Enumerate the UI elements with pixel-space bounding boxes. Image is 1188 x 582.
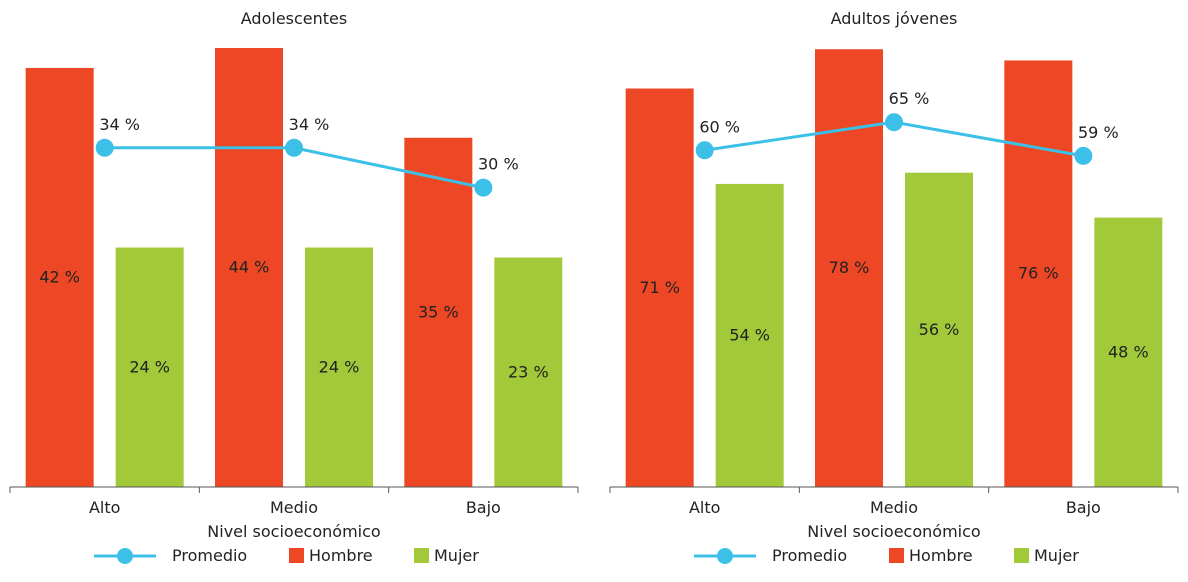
chart-title: Adolescentes <box>241 9 347 28</box>
legend-label-promedio: Promedio <box>772 546 847 565</box>
chart-panel-2: Adultos jóvenes 71 % 54 % 78 % 56 % 76 % 48 % A… <box>609 9 1179 565</box>
point-promedio <box>1074 146 1093 165</box>
data-label-promedio: 59 % <box>1078 123 1119 142</box>
data-label-mujer: 23 % <box>508 362 549 381</box>
data-label-promedio: 34 % <box>289 115 330 134</box>
x-tick-label: Medio <box>870 498 918 517</box>
chart-panel-1: Adolescentes 42 % 24 % 44 % 24 % 35 % 23 % Alto… <box>9 9 579 565</box>
bar-hombre <box>215 47 283 487</box>
point-promedio <box>885 113 903 132</box>
x-tick-label: Alto <box>689 498 720 517</box>
x-tick-label: Bajo <box>466 498 501 517</box>
data-label-hombre: 35 % <box>418 302 459 321</box>
x-tick-label: Medio <box>270 498 318 517</box>
x-axis-title: Nivel socioeconómico <box>807 522 980 541</box>
point-promedio <box>474 178 493 197</box>
bar-hombre <box>625 88 694 487</box>
data-label-promedio: 60 % <box>699 117 740 136</box>
legend-swatch-mujer <box>1014 548 1029 563</box>
data-label-mujer: 24 % <box>129 357 170 376</box>
point-promedio <box>695 141 714 160</box>
bar-mujer <box>905 172 973 487</box>
legend: Promedio Hombre Mujer <box>94 546 479 565</box>
data-label-hombre: 71 % <box>639 278 680 297</box>
legend: Promedio Hombre Mujer <box>694 546 1079 565</box>
data-label-mujer: 24 % <box>319 357 360 376</box>
bar-mujer <box>305 247 373 487</box>
bar-mujer <box>1094 217 1163 487</box>
data-label-promedio: 65 % <box>889 89 930 108</box>
legend-label-mujer: Mujer <box>434 546 479 565</box>
legend-swatch-hombre <box>289 548 304 563</box>
bar-mujer <box>494 257 563 487</box>
legend-label-promedio: Promedio <box>172 546 247 565</box>
point-promedio <box>95 138 114 157</box>
legend-marker-promedio <box>117 548 133 564</box>
legend-swatch-hombre <box>889 548 904 563</box>
bar-mujer <box>115 247 184 487</box>
data-label-hombre: 78 % <box>829 258 870 277</box>
point-promedio <box>285 138 303 157</box>
data-label-promedio: 34 % <box>99 115 140 134</box>
bar-hombre <box>25 67 94 487</box>
data-label-hombre: 42 % <box>39 267 80 286</box>
data-label-hombre: 44 % <box>229 257 270 276</box>
bar-hombre <box>815 49 883 487</box>
legend-label-hombre: Hombre <box>309 546 373 565</box>
data-label-mujer: 56 % <box>919 320 960 339</box>
x-tick-label: Alto <box>89 498 120 517</box>
data-label-hombre: 76 % <box>1018 264 1059 283</box>
legend-swatch-mujer <box>414 548 429 563</box>
legend-marker-promedio <box>717 548 733 564</box>
legend-label-mujer: Mujer <box>1034 546 1079 565</box>
x-axis-title: Nivel socioeconómico <box>207 522 380 541</box>
x-tick-label: Bajo <box>1066 498 1101 517</box>
data-label-promedio: 30 % <box>478 155 519 174</box>
bar-hombre <box>1004 60 1073 487</box>
bar-mujer <box>715 183 784 488</box>
bar-hombre <box>404 137 473 487</box>
data-label-mujer: 54 % <box>729 325 770 344</box>
legend-label-hombre: Hombre <box>909 546 973 565</box>
data-label-mujer: 48 % <box>1108 342 1149 361</box>
chart-title: Adultos jóvenes <box>831 9 958 28</box>
